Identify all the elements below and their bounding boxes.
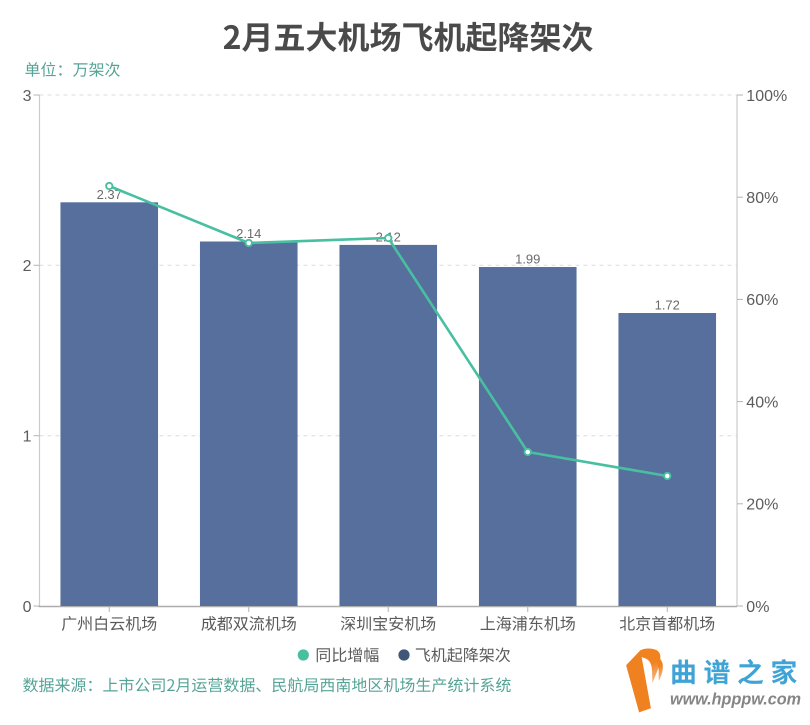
svg-text:2.14: 2.14	[236, 226, 261, 241]
svg-text:100%: 100%	[746, 88, 787, 105]
svg-text:2.37: 2.37	[97, 187, 122, 202]
svg-text:0: 0	[23, 599, 32, 616]
svg-text:3: 3	[23, 88, 32, 105]
svg-text:0%: 0%	[746, 599, 769, 616]
svg-text:1.72: 1.72	[655, 298, 680, 313]
svg-text:80%: 80%	[746, 190, 778, 207]
svg-text:1.99: 1.99	[515, 252, 540, 267]
svg-text:40%: 40%	[746, 394, 778, 411]
svg-text:20%: 20%	[746, 497, 778, 514]
svg-text:1: 1	[23, 429, 32, 446]
svg-text:2: 2	[23, 258, 32, 275]
svg-text:www.hpppw.com: www.hpppw.com	[670, 690, 801, 708]
svg-text:60%: 60%	[746, 292, 778, 309]
